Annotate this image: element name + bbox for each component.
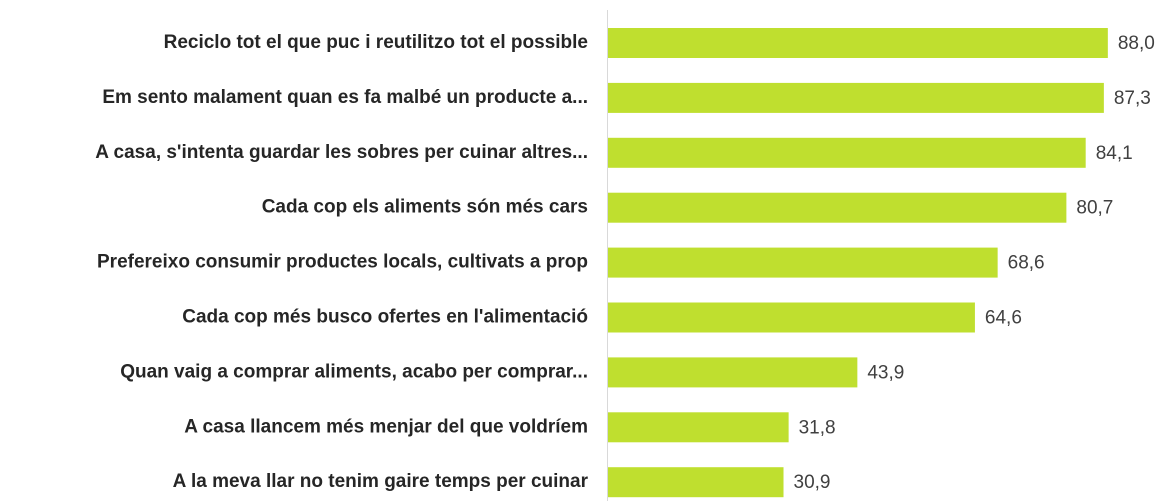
category-label: A la meva llar no tenim gaire temps per …	[173, 471, 589, 492]
category-label: A casa, s'intenta guardar les sobres per…	[95, 142, 588, 163]
bar	[608, 357, 858, 388]
category-label: Cada cop els aliments són més cars	[262, 197, 588, 218]
bar	[608, 467, 784, 498]
value-label: 80,7	[1076, 198, 1113, 219]
category-label: Cada cop més busco ofertes en l'alimenta…	[182, 307, 588, 328]
category-label: Quan vaig a comprar aliments, acabo per …	[120, 361, 588, 382]
value-label: 64,6	[985, 308, 1022, 329]
category-label: A casa llancem més menjar del que voldrí…	[184, 416, 588, 437]
value-label: 31,8	[799, 417, 836, 438]
value-label: 43,9	[867, 362, 904, 383]
category-label: Reciclo tot el que puc i reutilitzo tot …	[164, 32, 588, 53]
value-label: 68,6	[1008, 253, 1045, 274]
bar	[608, 28, 1108, 58]
bar	[608, 82, 1104, 113]
bar	[608, 412, 789, 443]
bar	[608, 137, 1086, 168]
bar	[608, 302, 975, 333]
bar	[608, 192, 1067, 223]
value-label: 87,3	[1114, 88, 1151, 109]
value-label: 88,0	[1118, 33, 1155, 54]
bar	[608, 247, 998, 278]
value-label: 84,1	[1096, 143, 1133, 164]
category-label: Em sento malament quan es fa malbé un pr…	[102, 87, 588, 108]
category-label: Prefereixo consumir productes locals, cu…	[97, 252, 588, 273]
value-label: 30,9	[794, 472, 831, 493]
